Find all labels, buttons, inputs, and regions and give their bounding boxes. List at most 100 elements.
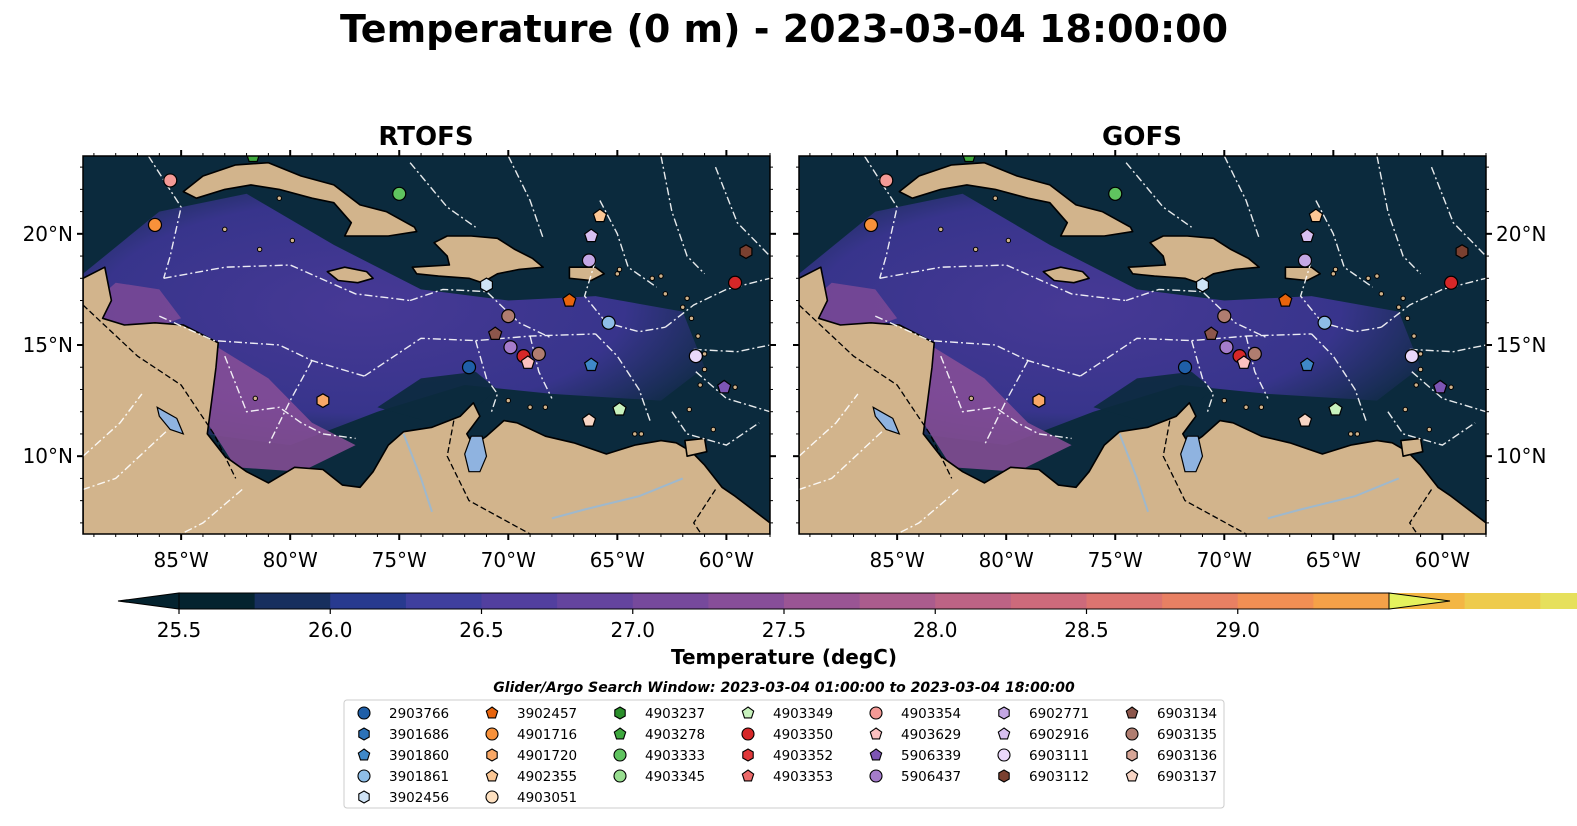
eez-boundary [1125, 162, 1193, 228]
float-marker[interactable] [562, 292, 577, 307]
lon-tick-label: 60°W [1415, 548, 1470, 572]
legend-marker [613, 769, 627, 783]
axis-tick-labels: 85°W 80°W 75°W 70°W 65°W 60°W 20°N 15°N 10°N 85°W… [23, 222, 1547, 572]
southwest-caribbean-warm-pool [923, 345, 1072, 472]
float-marker[interactable] [1203, 326, 1219, 340]
island [276, 195, 282, 201]
lon-tick-label: 70°W [1197, 548, 1252, 572]
lat-tick-label: 15°N [1496, 333, 1546, 357]
legend-marker [998, 706, 1010, 720]
float-marker[interactable] [1108, 186, 1123, 201]
float-marker[interactable] [1297, 413, 1313, 427]
float-marker[interactable] [480, 277, 493, 293]
eez-boundary [664, 277, 770, 328]
colorbar-segment [859, 593, 936, 609]
float-marker[interactable] [1278, 292, 1293, 307]
legend-marker [357, 769, 371, 783]
eez-boundary [474, 340, 499, 415]
eez-boundary [895, 488, 959, 534]
float-marker[interactable] [1177, 360, 1193, 375]
float-marker[interactable] [688, 349, 703, 364]
float-marker[interactable] [1195, 277, 1210, 293]
island [688, 315, 695, 322]
legend-marker [485, 706, 499, 719]
lake-maracaibo [1180, 435, 1204, 473]
legend-marker [869, 706, 883, 720]
eez-boundary [799, 393, 859, 457]
float-marker[interactable] [879, 173, 894, 188]
eez-boundary [693, 344, 770, 353]
river [402, 433, 433, 513]
land-border [799, 304, 953, 479]
float-marker[interactable] [1328, 401, 1343, 416]
float-marker[interactable] [583, 357, 599, 372]
map-panel-gofs[interactable] [799, 149, 1486, 545]
eez-boundary [671, 411, 760, 446]
colorbar-segment [784, 593, 861, 609]
island [289, 237, 296, 244]
float-marker[interactable] [246, 149, 260, 163]
float-marker[interactable] [1317, 315, 1332, 330]
float-marker[interactable] [1299, 357, 1315, 372]
float-marker[interactable] [503, 340, 518, 355]
legend-marker [742, 748, 754, 762]
float-marker[interactable] [1219, 340, 1234, 355]
float-marker[interactable] [716, 379, 732, 394]
legend-label: 2903766 [389, 706, 449, 722]
legend-marker [741, 706, 755, 719]
legend-label: 3901861 [389, 769, 449, 785]
float-marker[interactable] [163, 173, 178, 188]
float-marker[interactable] [962, 149, 976, 163]
float-marker[interactable] [1236, 355, 1252, 369]
island [1417, 366, 1424, 373]
legend-label: 3902457 [517, 706, 577, 722]
legend-label: 4901720 [517, 748, 577, 764]
eez-boundary [1190, 340, 1215, 415]
legend-marker [998, 769, 1010, 783]
lon-tick-label: 85°W [154, 548, 209, 572]
island [614, 271, 621, 277]
float-marker[interactable] [1032, 393, 1046, 409]
float-marker[interactable] [316, 393, 330, 409]
island [701, 366, 708, 373]
float-marker[interactable] [392, 186, 407, 201]
float-marker[interactable] [1247, 346, 1262, 361]
eez-boundary [695, 371, 770, 413]
float-marker[interactable] [728, 275, 743, 290]
float-marker[interactable] [501, 308, 516, 324]
colorbar-tick-label: 28.5 [1064, 618, 1109, 642]
float-marker[interactable] [592, 208, 608, 223]
float-marker[interactable] [612, 401, 627, 416]
float-marker[interactable] [1217, 308, 1232, 324]
island [542, 404, 549, 410]
map-panel-rtofs[interactable] [83, 149, 770, 545]
eez-boundary [1430, 166, 1486, 257]
float-marker[interactable] [581, 413, 597, 427]
float-marker[interactable] [1444, 275, 1459, 290]
float-marker[interactable] [1299, 228, 1315, 243]
island [1005, 237, 1012, 244]
eez-boundary [409, 162, 477, 228]
lon-tick-label: 80°W [979, 548, 1034, 572]
legend-marker [613, 727, 627, 740]
eez-boundary [714, 166, 770, 257]
float-marker[interactable] [863, 217, 879, 233]
float-marker[interactable] [1404, 349, 1419, 364]
float-marker[interactable] [601, 315, 616, 330]
float-marker[interactable] [520, 355, 536, 369]
float-marker[interactable] [1455, 244, 1469, 260]
float-marker[interactable] [461, 360, 477, 375]
float-marker[interactable] [531, 346, 546, 361]
float-marker[interactable] [147, 217, 163, 233]
island [1411, 333, 1417, 339]
float-marker[interactable] [583, 228, 599, 243]
float-marker[interactable] [1297, 253, 1313, 268]
float-marker[interactable] [1432, 379, 1448, 394]
island [1348, 431, 1354, 437]
float-marker[interactable] [581, 253, 597, 268]
float-marker[interactable] [487, 326, 503, 340]
island [680, 304, 686, 310]
float-marker[interactable] [1308, 208, 1324, 223]
float-marker[interactable] [739, 244, 753, 260]
legend-marker [357, 706, 371, 720]
